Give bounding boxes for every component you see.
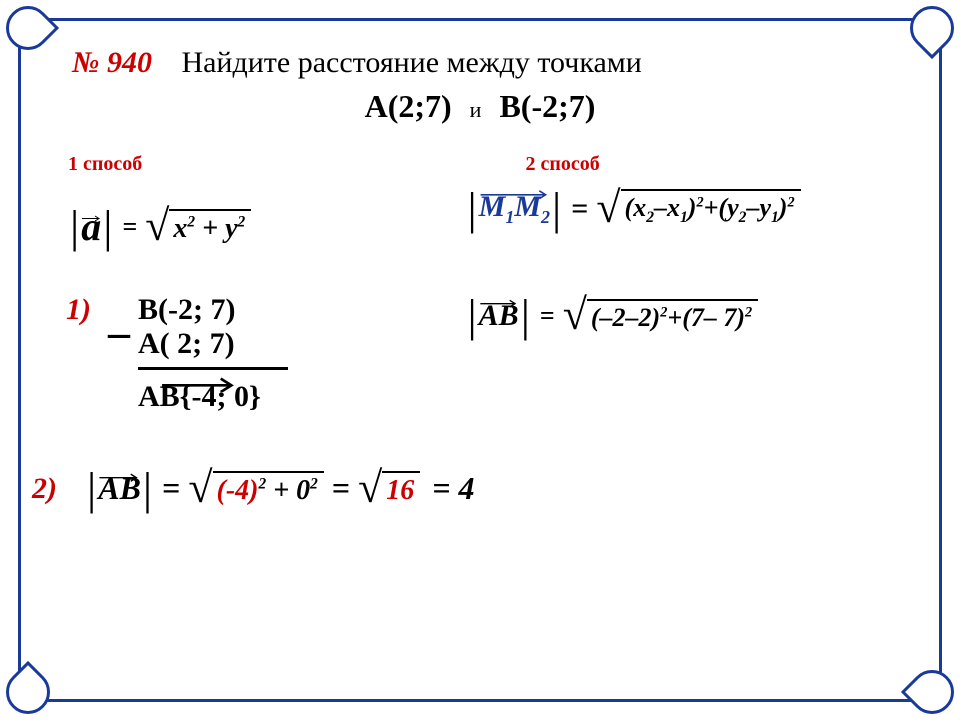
step2-sixteen: 16 xyxy=(382,471,420,507)
step1-label: 1) xyxy=(66,293,91,327)
method2-formula: | M1M2 | = √ (x2–x1)2+(y2–y1)2 xyxy=(465,182,932,235)
subtraction-block: – B(-2; 7) A( 2; 7) AB{-4; 0} xyxy=(138,293,465,414)
point-a: A(2;7) xyxy=(365,88,452,124)
point-a-line: A( 2; 7) xyxy=(138,327,465,361)
points-row: A(2;7) и B(-2;7) xyxy=(28,88,932,125)
step2-row: 2) | AB | = √ (-4)2 + 02 = √ 16 = 4 xyxy=(28,462,932,515)
instruction-text: Найдите расстояние между точками xyxy=(181,46,641,79)
method2-column: 2 способ | M1M2 | = √ (x2–x1)2+(y2–y1)2 … xyxy=(465,153,932,414)
point-b: B(-2;7) xyxy=(499,88,595,124)
step2-result: = 4 xyxy=(432,470,474,507)
step2-label: 2) xyxy=(32,472,57,506)
method2-applied: | AB | = √ (–2–2)2+(7– 7)2 xyxy=(465,289,932,342)
title-row: № 940 Найдите расстояние между точками xyxy=(72,46,932,80)
problem-number: № 940 xyxy=(72,46,152,79)
method2-label: 2 способ xyxy=(525,153,932,176)
method1-label: 1 способ xyxy=(68,153,465,176)
step2-neg4: (-4) xyxy=(217,475,259,506)
slide-content: № 940 Найдите расстояние между точками A… xyxy=(28,28,932,692)
method1-column: 1 способ | a | = √ x2 + y2 1) xyxy=(28,153,465,414)
minus-icon: – xyxy=(108,307,130,358)
conjunction: и xyxy=(470,97,482,122)
point-b-line: B(-2; 7) xyxy=(138,293,465,327)
method1-formula: | a | = √ x2 + y2 xyxy=(68,200,465,253)
